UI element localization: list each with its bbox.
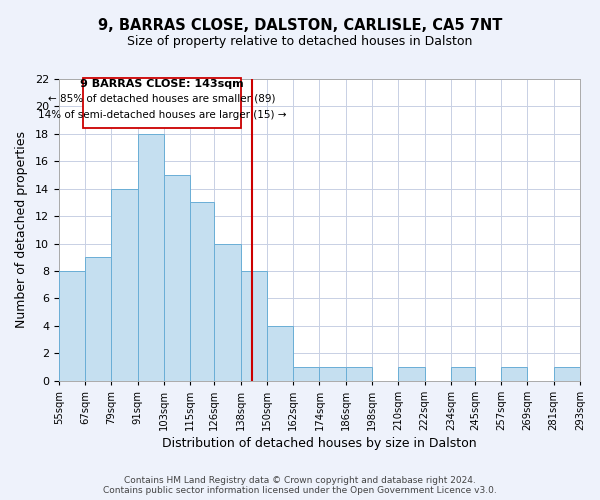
FancyBboxPatch shape [83, 78, 241, 128]
Bar [59, 271, 85, 380]
Bar [554, 367, 580, 380]
Bar [451, 367, 475, 380]
Bar [319, 367, 346, 380]
Text: Contains public sector information licensed under the Open Government Licence v3: Contains public sector information licen… [103, 486, 497, 495]
Bar [112, 188, 138, 380]
Bar [241, 271, 267, 380]
Bar [214, 244, 241, 380]
Bar [501, 367, 527, 380]
Text: 14% of semi-detached houses are larger (15) →: 14% of semi-detached houses are larger (… [38, 110, 286, 120]
Bar [398, 367, 425, 380]
X-axis label: Distribution of detached houses by size in Dalston: Distribution of detached houses by size … [162, 437, 477, 450]
Bar [164, 175, 190, 380]
Bar [190, 202, 214, 380]
Text: ← 85% of detached houses are smaller (89): ← 85% of detached houses are smaller (89… [48, 94, 275, 104]
Bar [293, 367, 319, 380]
Bar [85, 257, 112, 380]
Text: 9 BARRAS CLOSE: 143sqm: 9 BARRAS CLOSE: 143sqm [80, 80, 244, 90]
Bar [346, 367, 372, 380]
Text: 9, BARRAS CLOSE, DALSTON, CARLISLE, CA5 7NT: 9, BARRAS CLOSE, DALSTON, CARLISLE, CA5 … [98, 18, 502, 32]
Bar [267, 326, 293, 380]
Text: Size of property relative to detached houses in Dalston: Size of property relative to detached ho… [127, 35, 473, 48]
Text: Contains HM Land Registry data © Crown copyright and database right 2024.: Contains HM Land Registry data © Crown c… [124, 476, 476, 485]
Bar [138, 134, 164, 380]
Y-axis label: Number of detached properties: Number of detached properties [15, 132, 28, 328]
